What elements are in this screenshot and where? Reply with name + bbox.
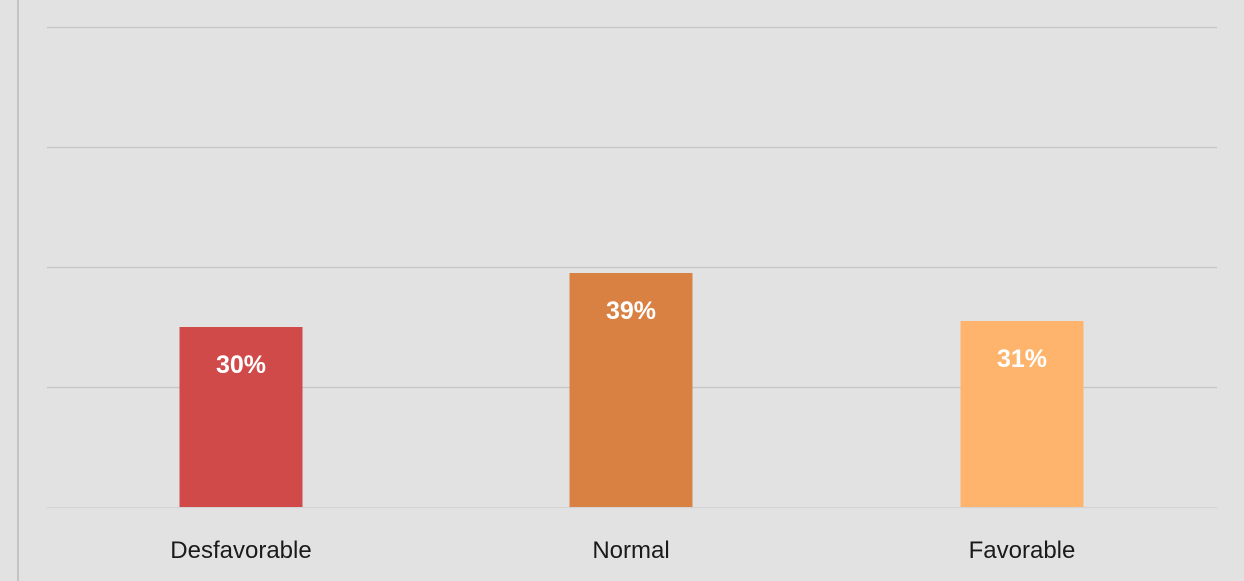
data-label-favorable: 31% bbox=[997, 345, 1047, 373]
category-label-desfavorable: Desfavorable bbox=[170, 537, 311, 564]
bar-normal bbox=[569, 273, 693, 507]
category-label-favorable: Favorable bbox=[969, 537, 1076, 564]
category-label-normal: Normal bbox=[592, 537, 669, 564]
chart-frame-left-border bbox=[17, 0, 19, 581]
data-label-normal: 39% bbox=[606, 297, 656, 325]
bar-favorable bbox=[960, 321, 1084, 507]
category-labels: Desfavorable Normal Favorable bbox=[170, 537, 1075, 564]
bars bbox=[179, 273, 1084, 507]
data-labels: 30% 39% 31% bbox=[216, 297, 1047, 379]
bar-desfavorable bbox=[179, 327, 303, 507]
data-label-desfavorable: 30% bbox=[216, 351, 266, 379]
